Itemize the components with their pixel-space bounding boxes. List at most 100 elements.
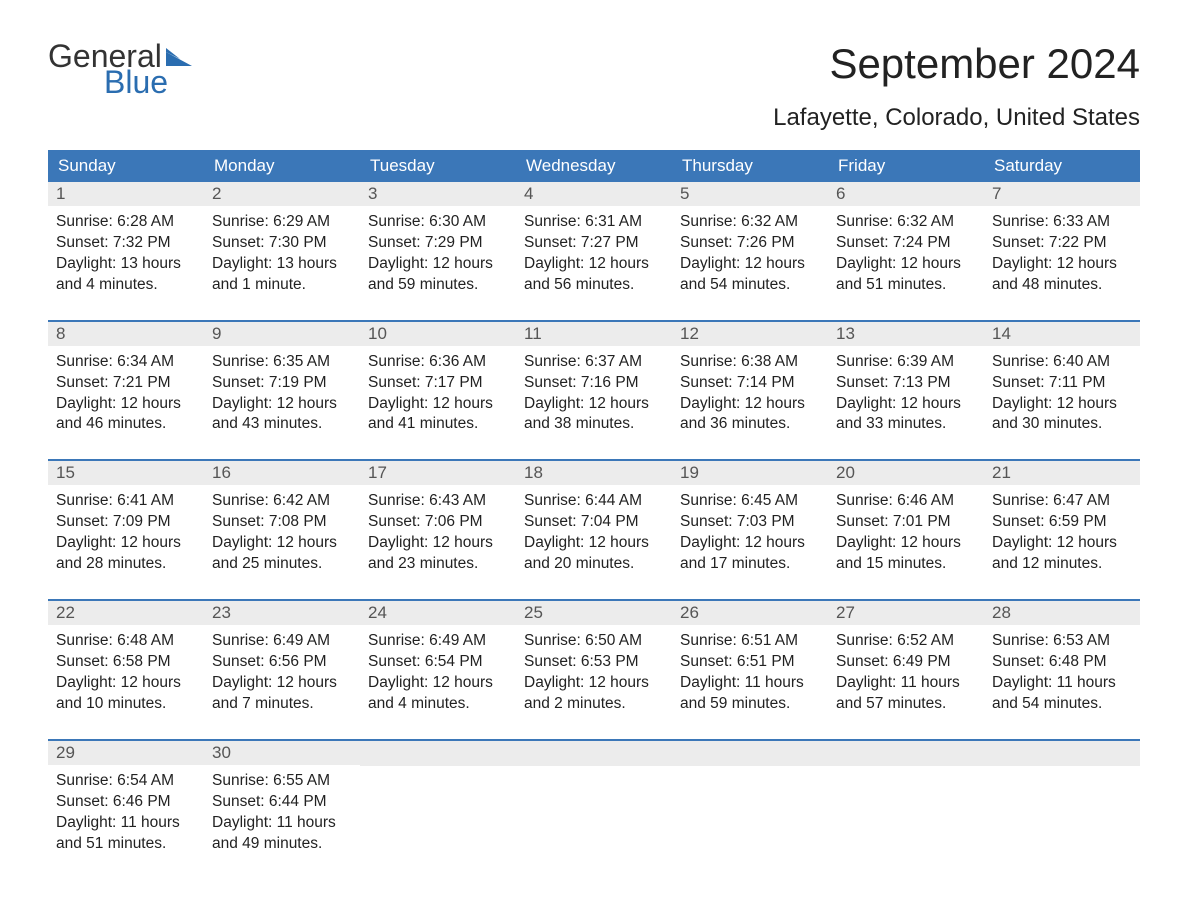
sunrise-line: Sunrise: 6:42 AM [212, 491, 352, 512]
daylight-line-2: and 30 minutes. [992, 414, 1132, 435]
col-header-tuesday: Tuesday [360, 150, 516, 182]
daylight-line-1: Daylight: 12 hours [836, 254, 976, 275]
day-body: Sunrise: 6:36 AMSunset: 7:17 PMDaylight:… [360, 346, 516, 444]
sunrise-line: Sunrise: 6:46 AM [836, 491, 976, 512]
day-number: 15 [48, 461, 204, 485]
day-body [516, 766, 672, 858]
sunrise-line: Sunrise: 6:34 AM [56, 352, 196, 373]
calendar-day-cell: 21Sunrise: 6:47 AMSunset: 6:59 PMDayligh… [984, 461, 1140, 583]
sunrise-line: Sunrise: 6:39 AM [836, 352, 976, 373]
daylight-line-2: and 43 minutes. [212, 414, 352, 435]
day-body: Sunrise: 6:30 AMSunset: 7:29 PMDaylight:… [360, 206, 516, 304]
day-body: Sunrise: 6:37 AMSunset: 7:16 PMDaylight:… [516, 346, 672, 444]
day-number: 6 [828, 182, 984, 206]
calendar-day-cell: 12Sunrise: 6:38 AMSunset: 7:14 PMDayligh… [672, 322, 828, 444]
day-body: Sunrise: 6:39 AMSunset: 7:13 PMDaylight:… [828, 346, 984, 444]
daylight-line-2: and 20 minutes. [524, 554, 664, 575]
sunrise-line: Sunrise: 6:32 AM [836, 212, 976, 233]
sunrise-line: Sunrise: 6:52 AM [836, 631, 976, 652]
sunrise-line: Sunrise: 6:38 AM [680, 352, 820, 373]
calendar-day-cell: 22Sunrise: 6:48 AMSunset: 6:58 PMDayligh… [48, 601, 204, 723]
sunset-line: Sunset: 6:48 PM [992, 652, 1132, 673]
calendar-day-cell: 5Sunrise: 6:32 AMSunset: 7:26 PMDaylight… [672, 182, 828, 304]
calendar-week: 15Sunrise: 6:41 AMSunset: 7:09 PMDayligh… [48, 459, 1140, 583]
calendar-weeks: 1Sunrise: 6:28 AMSunset: 7:32 PMDaylight… [48, 182, 1140, 862]
daylight-line-2: and 38 minutes. [524, 414, 664, 435]
col-header-saturday: Saturday [984, 150, 1140, 182]
daylight-line-1: Daylight: 12 hours [992, 254, 1132, 275]
sunset-line: Sunset: 7:01 PM [836, 512, 976, 533]
sunrise-line: Sunrise: 6:28 AM [56, 212, 196, 233]
daylight-line-2: and 41 minutes. [368, 414, 508, 435]
sunset-line: Sunset: 6:51 PM [680, 652, 820, 673]
calendar-day-cell: 17Sunrise: 6:43 AMSunset: 7:06 PMDayligh… [360, 461, 516, 583]
sunset-line: Sunset: 7:11 PM [992, 373, 1132, 394]
sunrise-line: Sunrise: 6:41 AM [56, 491, 196, 512]
calendar-day-cell: 11Sunrise: 6:37 AMSunset: 7:16 PMDayligh… [516, 322, 672, 444]
day-number: 12 [672, 322, 828, 346]
sunset-line: Sunset: 6:44 PM [212, 792, 352, 813]
sunset-line: Sunset: 7:30 PM [212, 233, 352, 254]
sunset-line: Sunset: 6:59 PM [992, 512, 1132, 533]
day-body: Sunrise: 6:46 AMSunset: 7:01 PMDaylight:… [828, 485, 984, 583]
calendar-day-cell: 30Sunrise: 6:55 AMSunset: 6:44 PMDayligh… [204, 741, 360, 863]
calendar-day-cell: 19Sunrise: 6:45 AMSunset: 7:03 PMDayligh… [672, 461, 828, 583]
calendar-day-cell [828, 741, 984, 863]
day-body: Sunrise: 6:35 AMSunset: 7:19 PMDaylight:… [204, 346, 360, 444]
sunset-line: Sunset: 6:56 PM [212, 652, 352, 673]
sunset-line: Sunset: 7:32 PM [56, 233, 196, 254]
sunrise-line: Sunrise: 6:29 AM [212, 212, 352, 233]
calendar-grid: Sunday Monday Tuesday Wednesday Thursday… [48, 150, 1140, 862]
header-row: General Blue September 2024 [48, 40, 1140, 98]
day-body: Sunrise: 6:50 AMSunset: 6:53 PMDaylight:… [516, 625, 672, 723]
calendar-day-cell: 4Sunrise: 6:31 AMSunset: 7:27 PMDaylight… [516, 182, 672, 304]
calendar-day-cell: 25Sunrise: 6:50 AMSunset: 6:53 PMDayligh… [516, 601, 672, 723]
sunrise-line: Sunrise: 6:55 AM [212, 771, 352, 792]
sunset-line: Sunset: 7:03 PM [680, 512, 820, 533]
daylight-line-1: Daylight: 12 hours [992, 533, 1132, 554]
calendar-week: 1Sunrise: 6:28 AMSunset: 7:32 PMDaylight… [48, 182, 1140, 304]
page-title: September 2024 [829, 40, 1140, 88]
daylight-line-2: and 59 minutes. [680, 694, 820, 715]
daylight-line-2: and 10 minutes. [56, 694, 196, 715]
daylight-line-2: and 28 minutes. [56, 554, 196, 575]
daylight-line-2: and 17 minutes. [680, 554, 820, 575]
daylight-line-1: Daylight: 12 hours [56, 533, 196, 554]
daylight-line-1: Daylight: 11 hours [836, 673, 976, 694]
sunset-line: Sunset: 6:46 PM [56, 792, 196, 813]
day-number: 10 [360, 322, 516, 346]
day-body: Sunrise: 6:40 AMSunset: 7:11 PMDaylight:… [984, 346, 1140, 444]
daylight-line-2: and 49 minutes. [212, 834, 352, 855]
daylight-line-1: Daylight: 12 hours [680, 533, 820, 554]
day-body [360, 766, 516, 858]
sunrise-line: Sunrise: 6:30 AM [368, 212, 508, 233]
calendar-day-cell: 1Sunrise: 6:28 AMSunset: 7:32 PMDaylight… [48, 182, 204, 304]
day-number [516, 741, 672, 766]
day-number: 27 [828, 601, 984, 625]
col-header-wednesday: Wednesday [516, 150, 672, 182]
col-header-sunday: Sunday [48, 150, 204, 182]
day-number: 9 [204, 322, 360, 346]
calendar-day-cell: 16Sunrise: 6:42 AMSunset: 7:08 PMDayligh… [204, 461, 360, 583]
day-number: 22 [48, 601, 204, 625]
sunset-line: Sunset: 7:17 PM [368, 373, 508, 394]
day-number [360, 741, 516, 766]
sunrise-line: Sunrise: 6:50 AM [524, 631, 664, 652]
daylight-line-2: and 2 minutes. [524, 694, 664, 715]
day-body: Sunrise: 6:29 AMSunset: 7:30 PMDaylight:… [204, 206, 360, 304]
day-number: 3 [360, 182, 516, 206]
daylight-line-2: and 33 minutes. [836, 414, 976, 435]
daylight-line-1: Daylight: 12 hours [524, 254, 664, 275]
daylight-line-2: and 46 minutes. [56, 414, 196, 435]
daylight-line-1: Daylight: 12 hours [524, 673, 664, 694]
daylight-line-1: Daylight: 11 hours [56, 813, 196, 834]
sunrise-line: Sunrise: 6:49 AM [212, 631, 352, 652]
day-body: Sunrise: 6:53 AMSunset: 6:48 PMDaylight:… [984, 625, 1140, 723]
col-header-friday: Friday [828, 150, 984, 182]
calendar-day-cell: 24Sunrise: 6:49 AMSunset: 6:54 PMDayligh… [360, 601, 516, 723]
day-number: 14 [984, 322, 1140, 346]
daylight-line-2: and 48 minutes. [992, 275, 1132, 296]
day-number [828, 741, 984, 766]
day-number: 8 [48, 322, 204, 346]
calendar-day-cell: 9Sunrise: 6:35 AMSunset: 7:19 PMDaylight… [204, 322, 360, 444]
